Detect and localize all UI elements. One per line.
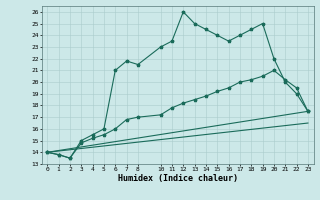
X-axis label: Humidex (Indice chaleur): Humidex (Indice chaleur) bbox=[118, 174, 237, 183]
